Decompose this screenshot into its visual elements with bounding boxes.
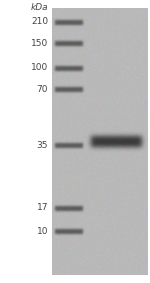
- Text: 150: 150: [31, 38, 48, 48]
- Text: 10: 10: [36, 226, 48, 235]
- Text: 35: 35: [36, 140, 48, 149]
- Text: 17: 17: [36, 203, 48, 213]
- Text: 210: 210: [31, 18, 48, 27]
- Text: kDa: kDa: [30, 3, 48, 12]
- Text: 100: 100: [31, 63, 48, 72]
- Text: 70: 70: [36, 85, 48, 93]
